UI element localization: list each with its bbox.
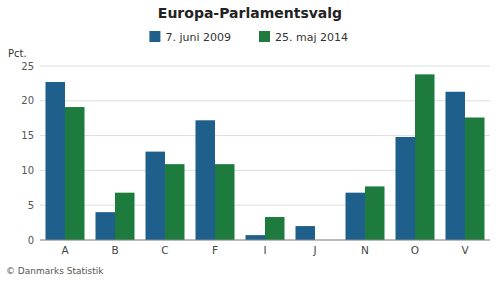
bar — [165, 164, 185, 240]
bar — [246, 235, 266, 240]
legend: 7. juni 2009 25. maj 2014 — [149, 31, 348, 44]
grid-line — [40, 240, 490, 241]
bar — [365, 186, 385, 240]
x-axis: ABCFIJNOV — [61, 244, 469, 256]
legend-label: 25. maj 2014 — [275, 31, 348, 44]
bar — [346, 193, 366, 240]
x-tick-label: B — [111, 244, 118, 256]
footer: © Danmarks Statistik — [6, 266, 104, 276]
bar — [146, 152, 166, 240]
bar — [396, 137, 416, 240]
y-tick-label: 25 — [21, 61, 34, 72]
x-tick-label: C — [161, 244, 168, 256]
x-tick-label: I — [263, 244, 266, 256]
bar — [265, 217, 285, 240]
bar — [65, 107, 85, 240]
legend-swatch — [259, 31, 270, 42]
bars — [46, 74, 485, 240]
bar — [196, 120, 216, 240]
x-tick-label: N — [361, 244, 369, 256]
bar — [46, 82, 66, 240]
bar — [96, 212, 116, 240]
bar — [415, 74, 435, 240]
bar — [465, 118, 485, 240]
x-axis-line — [40, 240, 490, 241]
x-tick-label: A — [61, 244, 69, 256]
bar — [296, 226, 316, 240]
y-tick-label: 20 — [21, 95, 34, 106]
grid-line — [40, 66, 490, 67]
y-tick-label: 10 — [21, 165, 34, 176]
x-tick-label: O — [411, 244, 419, 256]
bar — [215, 164, 235, 240]
chart: Europa-Parlamentsvalg 7. juni 2009 25. maj… — [0, 0, 500, 282]
legend-swatch — [149, 31, 160, 42]
y-tick-label: 15 — [21, 130, 34, 141]
x-tick-label: F — [212, 244, 218, 256]
x-tick-label: J — [312, 244, 316, 256]
title: Europa-Parlamentsvalg — [158, 5, 342, 21]
legend-label: 7. juni 2009 — [165, 31, 231, 44]
y-tick-label: 0 — [28, 235, 34, 246]
bar — [115, 193, 135, 240]
x-tick-label: V — [461, 244, 469, 256]
y-tick-label: 5 — [28, 200, 34, 211]
y-axis-label: Pct. — [8, 48, 27, 59]
bar — [446, 92, 466, 240]
y-axis: 0 5 10 15 20 25 — [21, 61, 490, 246]
